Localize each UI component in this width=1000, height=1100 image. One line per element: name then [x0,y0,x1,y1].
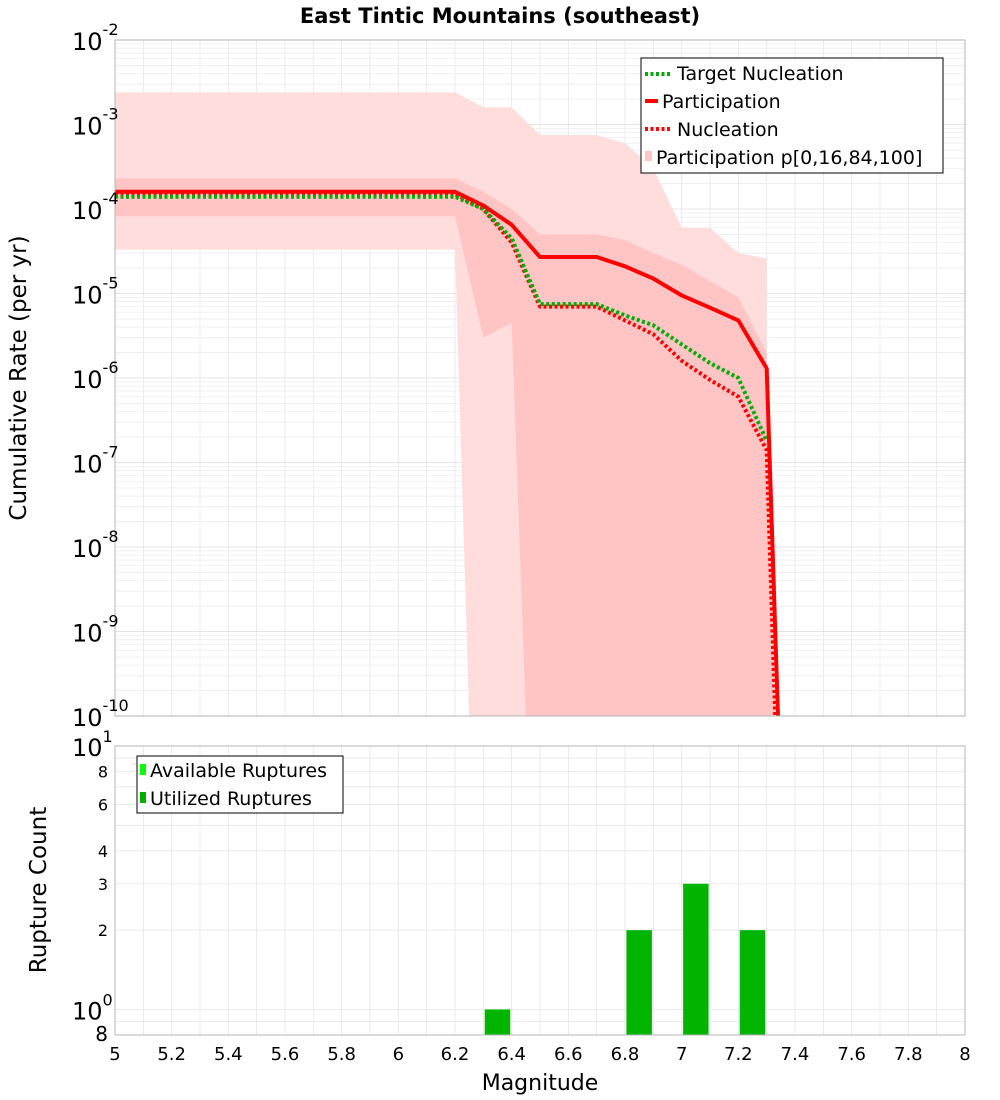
rate-plot-frame [114,39,966,717]
x-tick-label: 5.6 [271,1044,300,1065]
y-tick-label: 10-6 [72,358,119,394]
x-tick-label: 5.4 [214,1044,243,1065]
rupture-count-bar [683,883,709,1035]
y-tick-label: 10-10 [72,696,129,732]
x-tick-label: 6.6 [554,1044,583,1065]
series-line-target-nucleation [115,194,769,442]
y-tick-label: 10-9 [72,612,119,648]
y-power-label: 100 [72,990,113,1025]
x-tick-label: 7 [676,1044,687,1065]
legend-label-available-ruptures: Available Ruptures [150,760,327,782]
x-tick-label: 5 [109,1044,120,1065]
count-plot-frame [114,745,966,1036]
series-line-nucleation [115,192,778,717]
y-tick-label: 10-5 [72,274,119,310]
y-tick-label: 10-3 [72,105,119,141]
x-tick-label: 7.8 [894,1044,923,1065]
magnitude-x-axis-label: Magnitude [482,1071,599,1096]
legend-label-participation-band: Participation p[0,16,84,100] [656,147,922,169]
x-tick-label: 6.2 [441,1044,470,1065]
legend-label-participation: Participation [662,91,781,113]
y-tick-label: 10-4 [72,189,119,225]
count-y-axis-label: Rupture Count [26,807,52,973]
x-tick-label: 7.4 [781,1044,810,1065]
legend-swatch-available-ruptures [140,764,146,775]
rupture-count-bar [626,930,652,1035]
y-tick-label: 8 [95,1022,108,1046]
legend-label-nucleation: Nucleation [677,119,779,141]
x-tick-label: 6.8 [611,1044,640,1065]
series-line-participation [115,189,780,717]
x-tick-label: 7.6 [837,1044,866,1065]
x-tick-label: 5.8 [327,1044,356,1065]
y-tick-label: 8 [98,763,108,782]
rate-y-axis-label: Cumulative Rate (per yr) [6,235,32,520]
rupture-bars [484,883,766,1035]
x-tick-label: 6.4 [497,1044,526,1065]
count-legend-box [136,755,344,814]
y-tick-label: 3 [98,875,108,894]
rate-legend-box [640,57,944,174]
y-tick-label: 10-2 [72,20,119,56]
x-tick-label: 7.2 [724,1044,753,1065]
x-tick-label: 5.2 [157,1044,186,1065]
count-legend: Available Ruptures Utilized Ruptures [136,755,344,814]
rate-plot: 10-2 10-3 10-4 10-5 10-6 10-7 10-8 10-9 10-10 Cu… [6,20,966,732]
rupture-count-bar [484,1009,511,1035]
rate-y-tick-labels: 10-2 10-3 10-4 10-5 10-6 10-7 10-8 10-9 10-10 [72,20,129,732]
x-tick-label: 8 [959,1044,970,1065]
legend-label-utilized-ruptures: Utilized Ruptures [150,788,312,810]
x-tick-label: 6 [393,1044,404,1065]
y-tick-label: 10-8 [72,527,119,563]
y-power-label: 101 [72,727,113,762]
rate-legend: Target Nucleation Participation Nucleati… [640,57,944,174]
chart-title: East Tintic Mountains (southeast) [300,4,700,28]
rupture-count-bar [739,930,766,1035]
y-tick-label: 4 [98,842,108,861]
y-tick-label: 6 [98,795,108,814]
legend-swatch-participation-band [645,151,652,161]
magnitude-x-tick-labels: 5 5.2 5.4 5.6 5.8 6 6.2 6.4 6.6 6.8 7 7.2 7.4 7.6 7.8 8 [109,1044,970,1065]
y-tick-label: 10-7 [72,443,119,479]
y-tick-label: 2 [98,921,108,940]
legend-label-target-nucleation: Target Nucleation [676,63,844,85]
legend-swatch-utilized-ruptures [140,792,146,803]
rate-series [115,189,780,717]
